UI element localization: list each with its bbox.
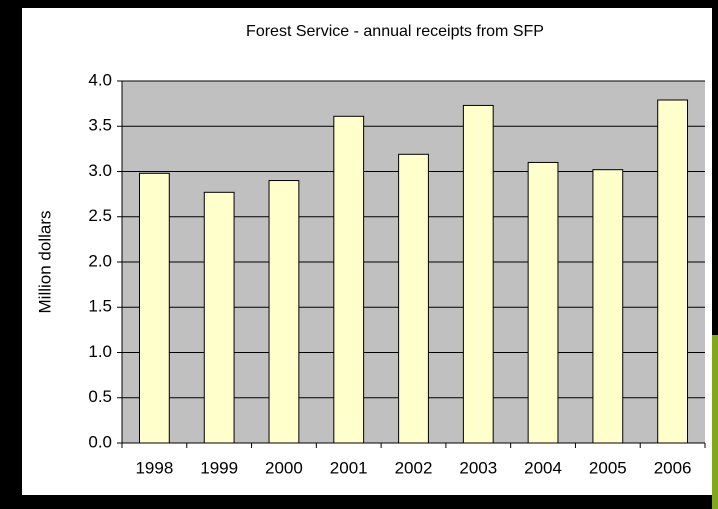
bar [527, 161, 559, 444]
bar [462, 104, 494, 444]
chart-title: Forest Service - annual receipts from SF… [246, 23, 544, 40]
bar [203, 191, 235, 444]
x-tick-label: 2000 [265, 458, 303, 477]
y-axis-label: Million dollars [35, 211, 54, 314]
bar [268, 180, 300, 444]
bar [333, 115, 365, 444]
y-tick-label: 3.0 [88, 161, 112, 180]
edge-decoration [712, 335, 718, 509]
bar [657, 99, 689, 444]
y-tick-label: 2.5 [88, 206, 112, 225]
y-tick-label: 3.5 [88, 116, 112, 135]
x-tick-label: 2004 [524, 458, 562, 477]
y-tick-label: 1.0 [88, 342, 112, 361]
y-tick-label: 0.5 [88, 387, 112, 406]
x-tick-label: 1999 [200, 458, 238, 477]
x-tick-label: 2006 [654, 458, 692, 477]
y-tick-label: 2.0 [88, 251, 112, 270]
x-tick-label: 2003 [459, 458, 497, 477]
y-tick-label: 4.0 [88, 70, 112, 89]
bar [592, 169, 624, 444]
y-tick-label: 1.5 [88, 297, 112, 316]
x-tick-label: 2001 [330, 458, 368, 477]
y-tick-label: 0.0 [88, 432, 112, 451]
x-tick-label: 2005 [589, 458, 627, 477]
bar [398, 153, 429, 444]
x-tick-label: 2002 [395, 458, 433, 477]
x-tick-label: 1998 [135, 458, 173, 477]
bar [138, 172, 170, 444]
